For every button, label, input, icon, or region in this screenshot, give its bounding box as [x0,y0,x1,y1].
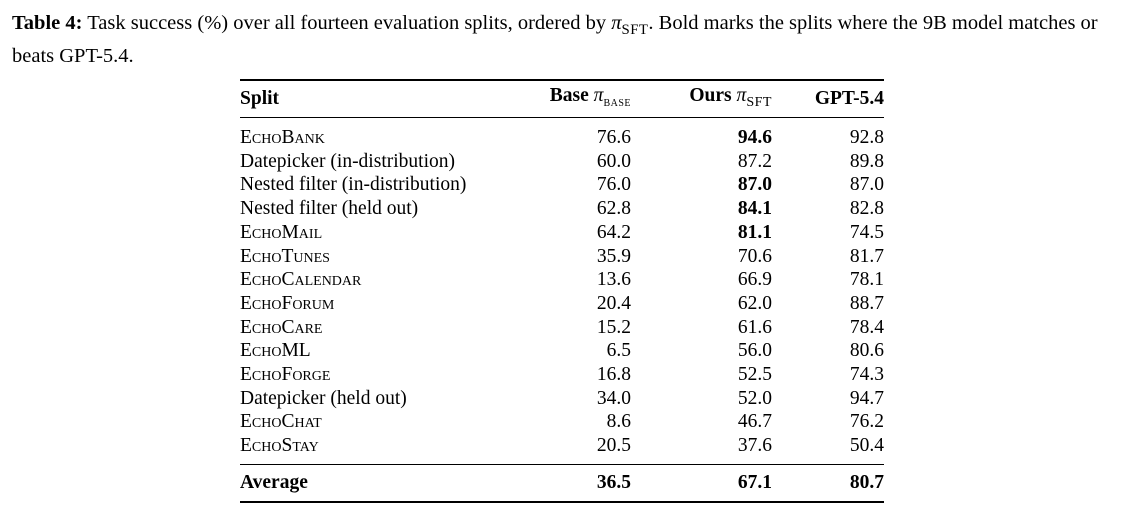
split-name: EchoBank [240,127,325,148]
header-subscript: base [603,93,631,110]
ours-score: 46.7 [737,411,772,433]
header-text: Ours [689,84,732,106]
average-label: Average [240,471,308,493]
gpt-score: 87.0 [849,174,884,196]
split-name: EchoML [240,340,311,362]
split-name: Nested filter (held out) [240,198,419,220]
table-body: EchoBank 76.6 94.6 92.8 Datepicker (in-distr… [240,118,884,465]
average-gpt: 80.7 [849,471,884,493]
split-name: Datepicker (held out) [240,387,407,409]
ours-score: 81.1 [737,221,772,243]
gpt-score: 92.8 [849,127,884,148]
caption-symbol: π [611,12,622,34]
column-header: GPT-5.4 [772,80,884,118]
footer-row: Average 36.5 67.1 80.7 [240,464,884,502]
table-row: EchoChat 8.6 46.7 76.2 [240,410,884,434]
split-name: EchoForum [240,292,335,314]
split-name: EchoTunes [240,245,330,267]
average-ours: 67.1 [737,471,772,493]
table-caption: Table 4: Task success (%) over all fourt… [12,10,1117,69]
base-score: 16.8 [596,364,631,386]
base-score: 20.4 [596,292,631,314]
gpt-score: 81.7 [849,245,884,267]
caption-text: . Bold marks the splits where the 9B mod… [12,12,1098,68]
gpt-score: 82.8 [849,198,884,220]
split-name: EchoCare [240,316,323,338]
column-header: Base πbase [520,80,631,118]
gpt-score: 78.1 [849,269,884,291]
base-score: 13.6 [596,269,631,291]
column-header: Split [240,80,520,118]
base-score: 20.5 [596,435,631,457]
base-score: 64.2 [596,221,631,243]
header-subscript: SFT [746,93,772,110]
base-score: 35.9 [596,245,631,267]
header-text: Base [549,84,589,106]
header-text: Split [240,88,280,110]
split-name: EchoMail [240,221,323,243]
gpt-score: 88.7 [849,292,884,314]
gpt-score: 94.7 [849,387,884,409]
caption-subscript: SFT [621,22,649,39]
base-score: 76.0 [596,174,631,196]
split-name: EchoChat [240,411,322,433]
average-base: 36.5 [596,471,631,493]
ours-score: 52.0 [737,387,772,409]
base-score: 8.6 [606,411,631,433]
gpt-score: 74.3 [849,364,884,386]
table-row: EchoCare 15.2 61.6 78.4 [240,316,884,340]
ours-score: 66.9 [737,269,772,291]
ours-score: 62.0 [737,292,772,314]
gpt-score: 89.8 [849,150,884,172]
ours-score: 94.6 [737,127,772,148]
gpt-score: 76.2 [849,411,884,433]
table-row: EchoTunes 35.9 70.6 81.7 [240,245,884,269]
ours-score: 70.6 [737,245,772,267]
header-symbol: π [593,84,604,106]
gpt-score: 74.5 [849,221,884,243]
ours-score: 56.0 [737,340,772,362]
table-row: EchoMail 64.2 81.1 74.5 [240,221,884,245]
base-score: 34.0 [596,387,631,409]
table-row: Datepicker (held out) 34.0 52.0 94.7 [240,387,884,411]
ours-score: 61.6 [737,316,772,338]
caption-label: Table 4: [12,12,83,34]
base-score: 76.6 [596,127,631,148]
base-score: 62.8 [596,198,631,220]
header-text: GPT-5.4 [814,88,884,110]
table-row: EchoBank 76.6 94.6 92.8 [240,118,884,150]
base-score: 15.2 [596,316,631,338]
table-row: EchoForge 16.8 52.5 74.3 [240,363,884,387]
table-row: EchoML 6.5 56.0 80.6 [240,339,884,363]
ours-score: 87.0 [737,174,772,196]
split-name: EchoForge [240,364,331,386]
gpt-score: 78.4 [849,316,884,338]
split-name: EchoCalendar [240,269,362,291]
split-name: EchoStay [240,435,319,457]
table-row: Nested filter (held out) 62.8 84.1 82.8 [240,197,884,221]
split-name: Nested filter (in-distribution) [240,174,467,196]
base-score: 6.5 [606,340,631,362]
split-name: Datepicker (in-distribution) [240,150,455,172]
ours-score: 87.2 [737,150,772,172]
results-table: Split Base πbase Ours πSFT GPT-5.4 EchoBank… [240,79,884,503]
gpt-score: 80.6 [849,340,884,362]
table-row: Nested filter (in-distribution) 76.0 87.0 8… [240,173,884,197]
gpt-score: 50.4 [849,435,884,457]
header-row: Split Base πbase Ours πSFT GPT-5.4 [240,80,884,118]
table-row: EchoStay 20.5 37.6 50.4 [240,434,884,464]
caption-text: Task success (%) over all fourteen evalu… [87,12,607,34]
column-header: Ours πSFT [631,80,772,118]
base-score: 60.0 [596,150,631,172]
ours-score: 52.5 [737,364,772,386]
ours-score: 37.6 [737,435,772,457]
ours-score: 84.1 [737,198,772,220]
header-symbol: π [736,84,747,106]
table-row: Datepicker (in-distribution) 60.0 87.2 89.8 [240,150,884,174]
table-row: EchoCalendar 13.6 66.9 78.1 [240,268,884,292]
table-row: EchoForum 20.4 62.0 88.7 [240,292,884,316]
